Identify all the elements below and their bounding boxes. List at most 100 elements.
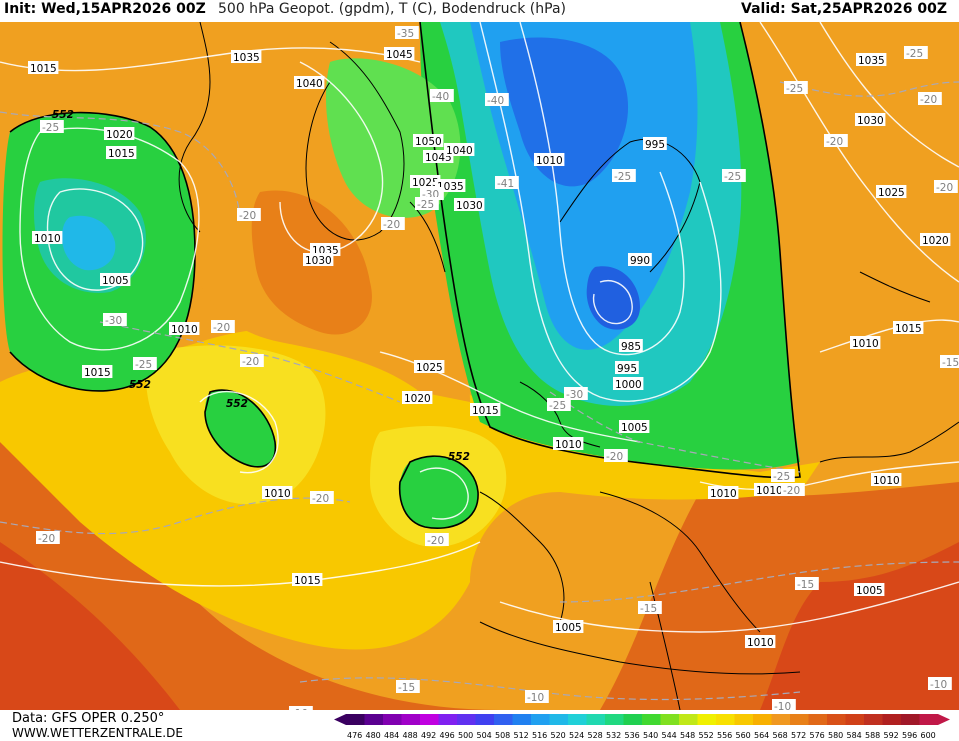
pressure-label: 1040 xyxy=(446,145,473,157)
pressure-label-bg xyxy=(850,336,881,349)
legend-tick-label: 492 xyxy=(421,731,436,740)
pressure-label-bg xyxy=(231,50,262,63)
pressure-label: 1010 xyxy=(873,475,900,487)
pressure-label: 1035 xyxy=(233,52,260,64)
pressure-label-bg xyxy=(292,573,323,586)
europe-552-contour xyxy=(419,22,801,479)
valid-time-label: Valid: Sat,25APR2026 00Z xyxy=(741,1,947,17)
temp-label: -10 xyxy=(291,708,308,710)
pressure-label-bg xyxy=(444,143,475,156)
pressure-label-bg xyxy=(106,146,137,159)
temp-label-bg xyxy=(547,398,571,411)
pressure-label: 1020 xyxy=(922,235,949,247)
header: Init: Wed,15APR2026 00Z 500 hPa Geopot. … xyxy=(0,0,959,22)
pressure-label: 985 xyxy=(621,341,641,353)
pressure-label: 1010 xyxy=(852,338,879,350)
temp-label-bg xyxy=(940,355,959,368)
pressure-label-bg xyxy=(745,635,776,648)
pressure-label: 1030 xyxy=(456,200,483,212)
pressure-label: 995 xyxy=(645,139,665,151)
isobar-cutoff-w xyxy=(199,390,279,474)
isobar-cutoff-c xyxy=(419,467,469,520)
footer: Data: GFS OPER 0.250° WWW.WETTERZENTRALE… xyxy=(0,710,959,741)
pressure-label-bg xyxy=(619,420,650,433)
pressure-label-bg xyxy=(413,134,444,147)
legend-box xyxy=(438,714,457,725)
temp-label-bg xyxy=(638,601,662,614)
isobars xyxy=(0,22,959,633)
website-label: WWW.WETTERZENTRALE.DE xyxy=(12,726,183,740)
isobar-europe-2 xyxy=(519,22,685,356)
isotherm-4 xyxy=(549,391,801,473)
legend-box xyxy=(605,714,624,725)
pressure-label: 1015 xyxy=(294,575,321,587)
geop-label: 552 xyxy=(129,379,151,391)
temp-label: -25 xyxy=(786,83,803,95)
legend-box xyxy=(919,714,938,725)
pressure-labels: 1015 1035 1045 1040 1035 1030 1025 1020 1020 1015… xyxy=(28,47,951,649)
legend-tick-label: 568 xyxy=(773,731,788,740)
legend-tick-label: 520 xyxy=(551,731,566,740)
isobar-east-2 xyxy=(819,22,959,168)
legend-box xyxy=(457,714,476,725)
temp-label: -35 xyxy=(397,28,414,40)
geop-label: 552 xyxy=(52,109,74,121)
isotherm-7 xyxy=(299,677,801,701)
pressure-label-bg xyxy=(104,127,135,140)
temp-label: -20 xyxy=(383,219,400,231)
legend-box xyxy=(568,714,587,725)
temp-label: -20 xyxy=(427,535,444,547)
temp-label-bg xyxy=(795,577,819,590)
se-red-orange xyxy=(760,542,959,710)
pressure-label: 1005 xyxy=(102,275,129,287)
cutoff-low-west xyxy=(205,390,276,467)
pressure-label: 1020 xyxy=(106,129,133,141)
pressure-label: 1015 xyxy=(30,63,57,75)
map-canvas: 1015 1035 1045 1040 1035 1030 1025 1020 1020 1015… xyxy=(0,22,959,710)
pressure-label-bg xyxy=(876,185,907,198)
legend-tick-label: 596 xyxy=(902,731,917,740)
temp-label-bg xyxy=(430,89,454,102)
coast-russia xyxy=(859,271,931,303)
sw-red-orange xyxy=(0,542,180,710)
pressure-label-bg xyxy=(384,47,415,60)
temp-label-bg xyxy=(420,187,444,200)
europe-low-center xyxy=(586,266,640,330)
pressure-label: 1005 xyxy=(555,622,582,634)
pressure-label: 1045 xyxy=(386,49,413,61)
isotherm-2 xyxy=(779,81,959,97)
pressure-label: 990 xyxy=(630,255,650,267)
pressure-label: 1000 xyxy=(615,379,642,391)
pressure-label-bg xyxy=(854,583,885,596)
legend-box xyxy=(660,714,679,725)
legend-tick-label: 556 xyxy=(717,731,732,740)
temp-label-bg xyxy=(918,92,942,105)
temp-label-bg xyxy=(133,357,157,370)
isobar-west-1005 xyxy=(46,188,144,291)
pressure-label-bg xyxy=(643,137,667,150)
geopotential-labels: 552 552 552 552 xyxy=(52,109,470,463)
isobar-east-1 xyxy=(759,22,959,283)
pressure-label-bg xyxy=(920,233,951,246)
legend-box xyxy=(494,714,513,725)
legend-box xyxy=(771,714,790,725)
pressure-label: 1015 xyxy=(108,148,135,160)
legend-box xyxy=(808,714,827,725)
pressure-label-bg xyxy=(82,365,113,378)
coast-iberia xyxy=(479,491,565,623)
legend-box xyxy=(679,714,698,725)
legend-tick-label: 576 xyxy=(810,731,825,740)
pressure-label-bg xyxy=(410,175,441,188)
isobar-south-1 xyxy=(0,541,481,587)
sw-deep-orange xyxy=(0,442,500,710)
pressure-label-bg xyxy=(294,76,325,89)
legend-box xyxy=(845,714,864,725)
temp-label-bg xyxy=(415,197,439,210)
legend-arrow-left xyxy=(334,714,346,725)
pressure-label-bg xyxy=(754,483,785,496)
temp-label: -15 xyxy=(398,682,415,694)
temp-label-bg xyxy=(934,180,958,193)
legend-arrow-right xyxy=(938,714,950,725)
pressure-label-bg xyxy=(169,322,200,335)
